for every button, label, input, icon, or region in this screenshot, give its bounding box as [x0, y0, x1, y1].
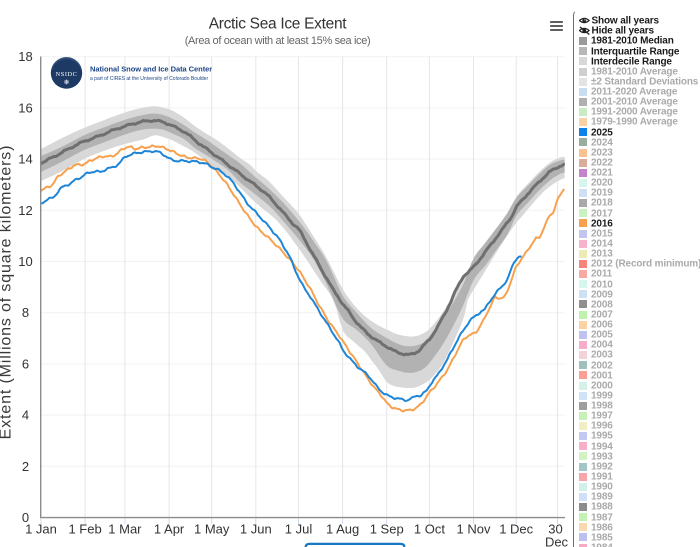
svg-text:National Snow and Ice Data Cen: National Snow and Ice Data Center: [90, 65, 212, 74]
svg-text:2: 2: [22, 459, 29, 474]
svg-text:1 Aug: 1 Aug: [326, 522, 359, 537]
svg-text:Extent (Millions of square kil: Extent (Millions of square kilometers): [0, 145, 15, 440]
svg-text:1 Dec: 1 Dec: [499, 522, 533, 537]
svg-text:❄: ❄: [64, 79, 70, 87]
svg-text:1 Nov: 1 Nov: [457, 522, 491, 537]
svg-text:1 May: 1 May: [194, 522, 230, 537]
svg-text:1 Jan: 1 Jan: [25, 522, 57, 537]
svg-text:6: 6: [22, 356, 29, 371]
svg-text:18: 18: [18, 49, 32, 64]
svg-text:1 Jun: 1 Jun: [240, 522, 272, 537]
svg-text:30: 30: [548, 522, 562, 537]
svg-text:a part of CIRES at the Univers: a part of CIRES at the University of Col…: [90, 76, 208, 82]
svg-text:NSIDC: NSIDC: [56, 71, 78, 78]
svg-text:1 Mar: 1 Mar: [108, 522, 142, 537]
svg-text:0: 0: [22, 510, 29, 525]
svg-text:Dec: Dec: [545, 535, 569, 547]
svg-text:1 Oct: 1 Oct: [414, 522, 445, 537]
svg-text:Arctic Sea Ice Extent: Arctic Sea Ice Extent: [209, 16, 348, 33]
svg-text:4: 4: [22, 408, 29, 423]
svg-text:(Area of ocean with at least 1: (Area of ocean with at least 15% sea ice…: [185, 35, 371, 47]
svg-text:8: 8: [22, 305, 29, 320]
svg-text:12: 12: [18, 203, 32, 218]
svg-text:1 Jul: 1 Jul: [285, 522, 313, 537]
svg-text:1 Sep: 1 Sep: [370, 522, 404, 537]
svg-text:1 Apr: 1 Apr: [154, 522, 185, 537]
svg-text:1 Feb: 1 Feb: [68, 522, 101, 537]
svg-text:14: 14: [18, 152, 32, 167]
svg-text:10: 10: [18, 254, 32, 269]
svg-text:16: 16: [18, 100, 32, 115]
